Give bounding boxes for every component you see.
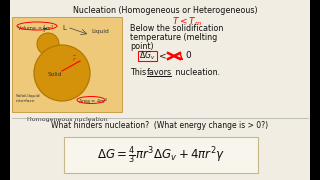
Text: Solid: Solid — [48, 73, 62, 78]
Text: $\Delta G_v$: $\Delta G_v$ — [139, 49, 155, 62]
Text: point): point) — [130, 42, 154, 51]
Text: nucleation.: nucleation. — [173, 68, 220, 77]
Bar — [310, 0, 320, 180]
Text: What hinders nucleation?  (What energy change is > 0?): What hinders nucleation? (What energy ch… — [52, 121, 268, 130]
Text: Homogeneous nucleation: Homogeneous nucleation — [27, 117, 107, 122]
Text: <: < — [159, 51, 167, 60]
Text: $T < T_m$: $T < T_m$ — [172, 15, 202, 28]
FancyBboxPatch shape — [64, 137, 258, 173]
Text: L: L — [62, 25, 66, 31]
FancyBboxPatch shape — [12, 17, 122, 112]
Text: Area = $4\pi r^2$: Area = $4\pi r^2$ — [78, 97, 109, 106]
Circle shape — [37, 33, 59, 55]
Circle shape — [34, 45, 90, 101]
Text: Solid-liquid
interface: Solid-liquid interface — [16, 94, 41, 103]
Text: Below the solidification: Below the solidification — [130, 24, 223, 33]
Text: This: This — [130, 68, 148, 77]
Text: temperature (melting: temperature (melting — [130, 33, 217, 42]
Bar — [0, 0, 10, 180]
Text: Liquid: Liquid — [91, 30, 109, 35]
Text: Volume = $\frac{4}{3}\pi r^3$: Volume = $\frac{4}{3}\pi r^3$ — [17, 23, 55, 35]
Text: 0: 0 — [185, 51, 191, 60]
Text: $\vec{r}$: $\vec{r}$ — [72, 54, 77, 64]
Text: favors: favors — [147, 68, 172, 77]
Text: $\Delta G = \frac{4}{3}\pi r^3 \Delta G_v + 4\pi r^2\gamma$: $\Delta G = \frac{4}{3}\pi r^3 \Delta G_… — [97, 144, 225, 166]
Text: Nucleation (Homogeneous or Heterogeneous): Nucleation (Homogeneous or Heterogeneous… — [73, 6, 257, 15]
